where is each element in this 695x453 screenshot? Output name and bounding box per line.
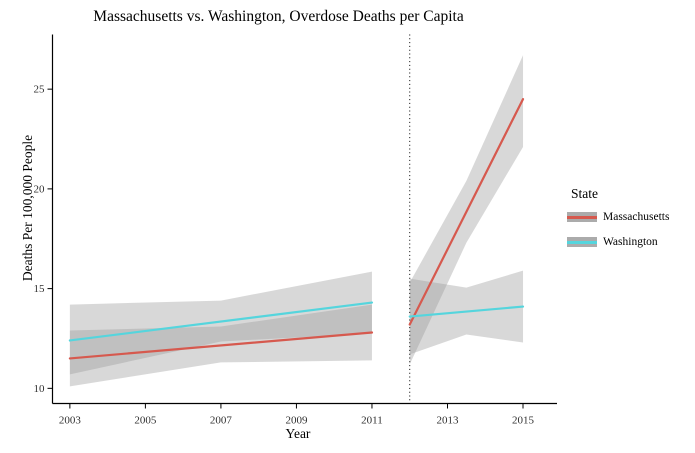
x-axis-label: Year: [285, 426, 311, 441]
trend-line-massachusetts-post-2012: [408, 98, 525, 326]
x-tick-label: 2011: [361, 415, 383, 427]
y-tick-label: 10: [34, 383, 46, 395]
y-tick-label: 15: [34, 283, 46, 295]
legend-title: State: [571, 186, 598, 201]
y-tick-label: 25: [34, 84, 46, 96]
x-tick-label: 2015: [512, 415, 535, 427]
legend-entry-massachusetts: Massachusetts: [567, 211, 692, 223]
legend-entry-washington: Washington: [567, 236, 692, 248]
legend-key-line-massachusetts: [567, 215, 597, 219]
legend-key-massachusetts-icon: [567, 212, 597, 222]
legend: State Massachusetts Washington: [567, 186, 692, 261]
trend-line-washington-pre-2012: [68, 301, 374, 342]
x-tick-label: 2013: [436, 415, 459, 427]
legend-entry-label: Massachusetts: [603, 211, 670, 223]
x-tick-label: 2007: [210, 415, 233, 427]
y-axis-label: Deaths Per 100,000 People: [20, 134, 35, 282]
x-tick-label: 2003: [59, 415, 82, 427]
legend-entry-label: Washington: [603, 236, 658, 248]
legend-key-line-washington: [567, 240, 597, 244]
x-tick-label: 2009: [285, 415, 308, 427]
trend-line-washington-post-2012: [408, 305, 525, 318]
confidence-band-washington-pre-2012: [69, 271, 372, 375]
x-tick-label: 2005: [134, 415, 157, 427]
trend-line-massachusetts-pre-2012: [68, 331, 374, 360]
legend-key-washington-icon: [567, 237, 597, 247]
chart-title: Massachusetts vs. Washington, Overdose D…: [93, 8, 464, 25]
y-tick-label: 20: [34, 183, 46, 195]
